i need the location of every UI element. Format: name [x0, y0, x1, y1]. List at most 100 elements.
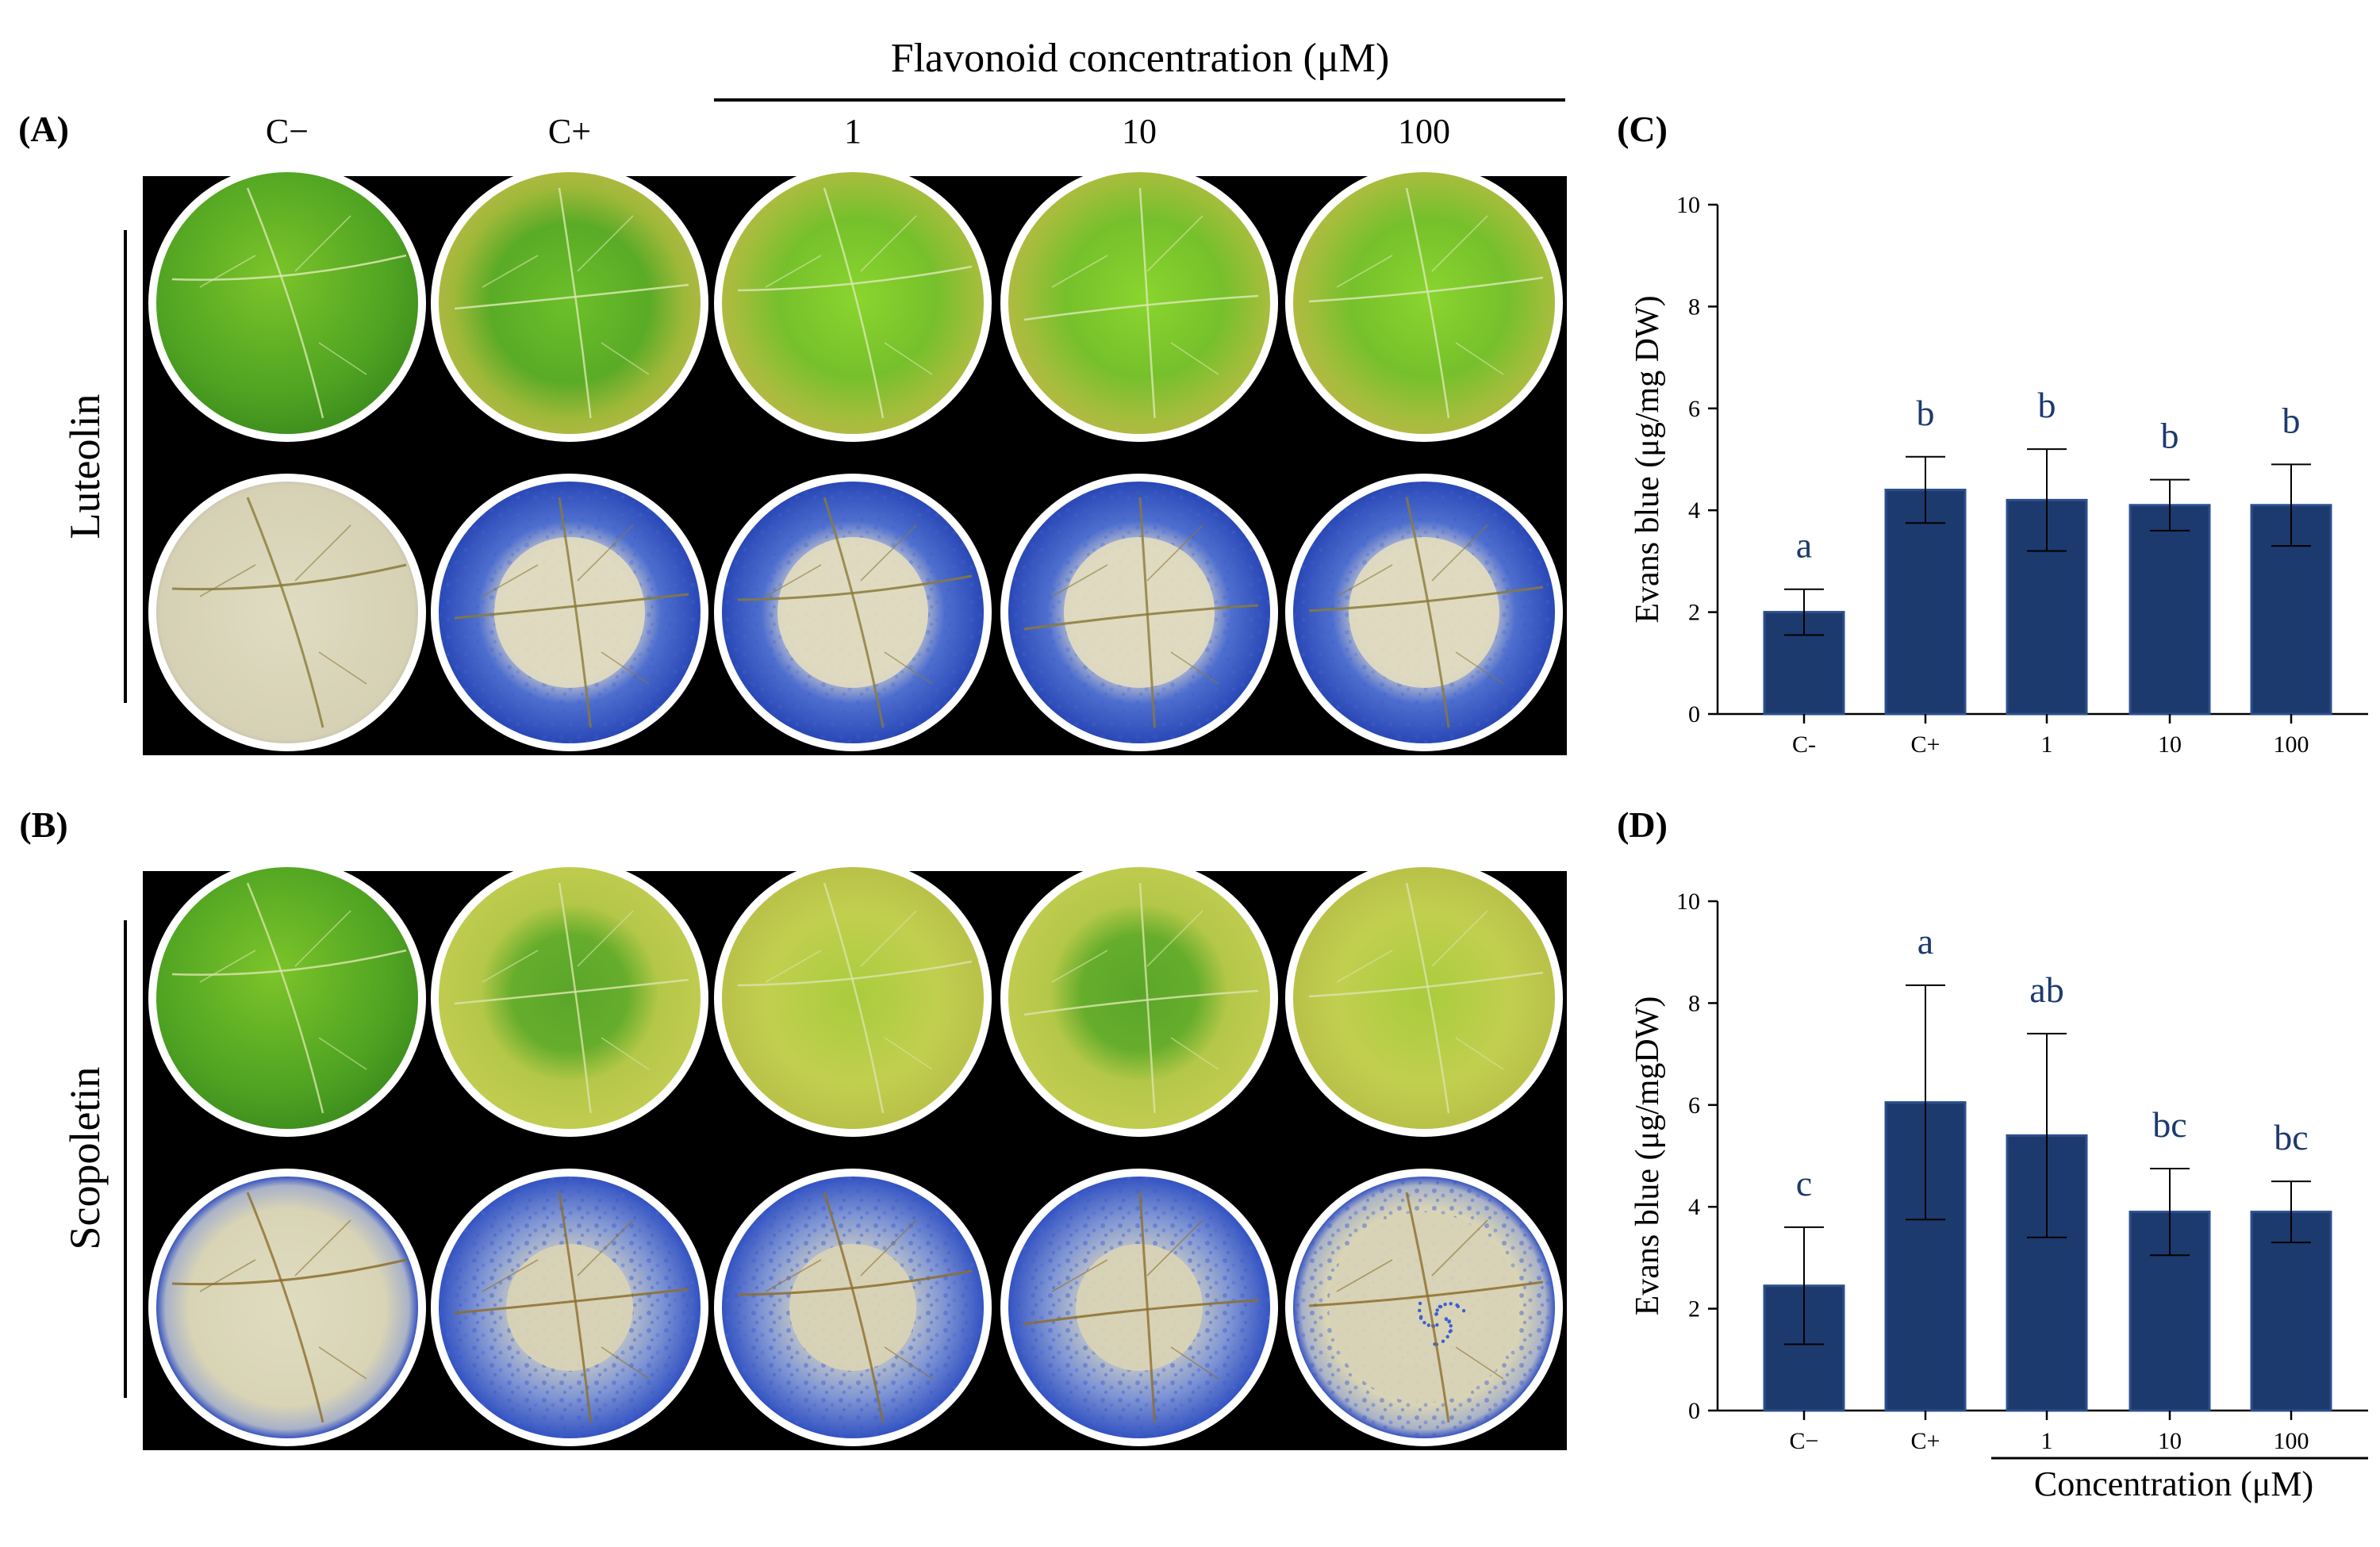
photo-panels: [143, 164, 1567, 1450]
x-tick-label: 100: [2274, 731, 2309, 758]
x-tick-label: 1: [2041, 731, 2053, 758]
stain-clear-center: [494, 537, 645, 688]
stain-dot: [1455, 1303, 1459, 1307]
disc-surface: [722, 172, 984, 434]
bar: [2250, 1211, 2332, 1412]
y-tick-label: 10: [1676, 889, 1700, 915]
leaf-disc: [148, 474, 426, 751]
leaf-disc: [148, 859, 426, 1137]
x-tick-label: C+: [1911, 731, 1940, 758]
leaf-vein: [1336, 1219, 1504, 1380]
disc-surface: [156, 482, 418, 743]
leaf-vein: [199, 1219, 367, 1380]
leaf-disc: [714, 1169, 992, 1446]
leaf-vein: [1051, 910, 1219, 1070]
leaf-vein: [199, 524, 367, 685]
leaf-vein: [1405, 497, 1450, 728]
leaf-disc: [714, 859, 992, 1137]
leaf-vein: [558, 882, 592, 1114]
row-label-scopoletin: Scopoletin: [61, 1067, 109, 1250]
significance-letter: b: [2161, 416, 2179, 456]
leaf-vein: [1308, 971, 1544, 998]
leaf-vein: [1405, 187, 1450, 419]
leaf-vein: [171, 254, 407, 281]
leaf-vein: [454, 1288, 689, 1315]
disc-surface: [1008, 867, 1270, 1129]
y-tick-label: 6: [1688, 1092, 1700, 1119]
disc-surface: [156, 172, 418, 434]
leaf-vein: [765, 524, 933, 685]
column-label: 10: [1122, 112, 1157, 151]
y-tick-label: 2: [1688, 1296, 1700, 1322]
leaf-vein: [454, 593, 689, 620]
leaf-vein: [171, 1258, 407, 1286]
leaf-vein: [765, 1219, 933, 1380]
stain-clear-center: [1329, 1212, 1519, 1403]
leaf-disc: [1285, 859, 1563, 1137]
leaf-vein: [558, 187, 592, 419]
significance-letter: bc: [2274, 1117, 2308, 1157]
leaf-vein: [1023, 604, 1259, 631]
stain-dot: [1435, 1308, 1439, 1312]
leaf-vein: [823, 882, 885, 1114]
leaf-vein: [246, 497, 324, 728]
stain-clear-center: [1064, 537, 1215, 688]
stain-dot: [1422, 1320, 1426, 1325]
leaf-vein: [1336, 910, 1504, 1070]
disc-surface: [439, 172, 701, 434]
leaf-vein: [1308, 276, 1544, 303]
leaf-disc: [431, 474, 708, 751]
leaf-vein: [1308, 585, 1544, 612]
leaf-vein: [199, 215, 367, 375]
leaf-vein: [737, 574, 973, 601]
leaf-vein: [171, 949, 407, 976]
stain-dot: [1441, 1339, 1445, 1343]
leaf-vein: [823, 187, 885, 419]
stain-dot: [1418, 1316, 1423, 1320]
disc-surface: [439, 867, 701, 1129]
leaf-disc: [1000, 474, 1278, 751]
x-tick-label: 10: [2158, 1428, 2182, 1454]
bar-chart-c: 0 2 4 6 8 10 Evans blue (μg/mg DW) C-a C+ b 1 b 10 b 1…: [1630, 192, 2368, 758]
leaf-vein: [454, 283, 689, 310]
stain-dot: [1438, 1304, 1442, 1309]
y-tick-label: 4: [1688, 1194, 1700, 1220]
leaf-disc: [431, 1169, 708, 1446]
leaf-vein: [1308, 1280, 1544, 1307]
leaf-vein: [246, 1192, 324, 1423]
stain-dot: [1426, 1323, 1431, 1327]
x-tick-label: C+: [1911, 1428, 1940, 1454]
y-tick-label: 8: [1688, 990, 1700, 1016]
significance-letter: b: [2038, 385, 2056, 425]
stain-dot: [1434, 1312, 1438, 1316]
leaf-disc: [1285, 164, 1563, 442]
column-label: 100: [1398, 112, 1450, 151]
bar-chart-d: 0 2 4 6 8 10 Evans blue (μg/mgDW) C− c C+ a 1 ab 10 bc…: [1630, 889, 2368, 1503]
leaf-vein: [1051, 215, 1219, 375]
stain-dot: [1418, 1308, 1422, 1313]
y-tick-label: 10: [1676, 192, 1700, 218]
stain-clear-center: [506, 1244, 633, 1371]
leaf-vein: [1336, 215, 1504, 375]
leaf-vein: [482, 1219, 650, 1380]
stain-dot: [1449, 1329, 1453, 1333]
y-tick-label: 2: [1688, 600, 1700, 626]
y-axis-label: Evans blue (μg/mg DW): [1630, 295, 1666, 623]
disc-surface: [156, 867, 418, 1129]
y-tick-label: 4: [1688, 497, 1700, 524]
significance-letter: a: [1796, 525, 1812, 566]
stain-dot: [1449, 1324, 1453, 1328]
x-tick-label: 1: [2041, 1428, 2053, 1454]
leaf-disc: [714, 474, 992, 751]
leaf-vein: [823, 497, 885, 728]
significance-letter: c: [1796, 1163, 1812, 1203]
leaf-disc: [1000, 859, 1278, 1137]
panel-label-a: (A): [18, 109, 69, 149]
leaf-vein: [765, 910, 933, 1070]
x-tick-label: C−: [1790, 1428, 1819, 1454]
leaf-vein: [737, 265, 973, 292]
disc-surface: [1293, 172, 1555, 434]
leaf-vein: [454, 978, 689, 1005]
